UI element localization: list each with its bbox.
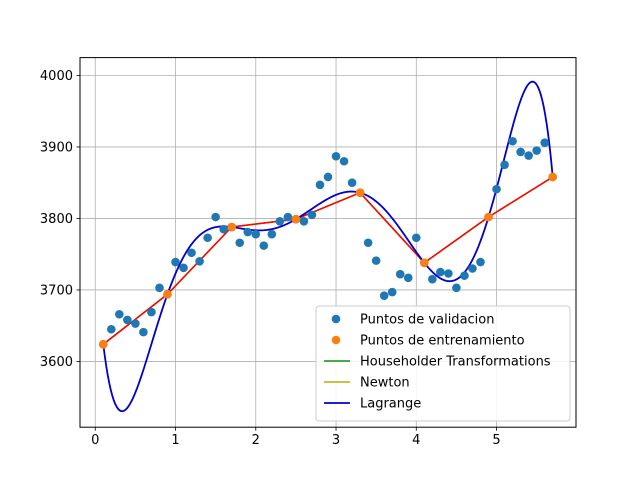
legend-marker [331, 314, 341, 324]
validation-point [203, 233, 212, 243]
legend: Puntos de validacion Puntos de entrenamie… [315, 305, 571, 422]
validation-point [147, 307, 156, 317]
validation-point [299, 217, 309, 226]
validation-point [267, 229, 277, 239]
validation-point [476, 257, 485, 267]
validation-point [436, 267, 445, 277]
legend-label: Puntos de validacion [360, 313, 494, 328]
legend-label: Lagrange [360, 397, 421, 412]
legend-label: Householder Transformations [360, 355, 551, 370]
y-tick-label: 3800 [40, 212, 73, 227]
lagrange-curve [102, 80, 554, 413]
training-point [163, 289, 172, 299]
validation-point [315, 180, 325, 190]
x-tick-label: 4 [412, 433, 420, 448]
y-tick-label: 3600 [40, 355, 73, 370]
y-tick-label: 3700 [40, 283, 73, 298]
validation-point [211, 212, 220, 222]
validation-point [107, 324, 116, 334]
training-point [227, 222, 236, 232]
plot-frame [79, 57, 577, 428]
validation-point [115, 309, 124, 319]
validation-point [307, 210, 317, 220]
x-axis: 0 1 2 3 4 5 [91, 427, 501, 448]
legend-label: Newton [360, 376, 410, 391]
validation-point [452, 283, 461, 293]
piecewise-line [102, 176, 554, 345]
validation-point [500, 160, 509, 170]
validation-point [283, 212, 293, 222]
validation-point [131, 319, 140, 328]
validation-point [428, 274, 437, 284]
validation-point [363, 238, 373, 248]
validation-point [259, 241, 269, 250]
legend-marker [331, 335, 341, 345]
validation-point [532, 146, 541, 155]
validation-point [403, 273, 413, 283]
y-tick-label: 4000 [40, 69, 73, 84]
validation-point [123, 315, 132, 325]
series-layer [98, 80, 558, 413]
validation-point [251, 229, 261, 239]
validation-point [331, 151, 341, 161]
validation-point [179, 263, 188, 273]
validation-point [516, 147, 525, 157]
validation-point [323, 172, 333, 182]
validation-point [275, 217, 285, 226]
validation-point [339, 156, 349, 166]
validation-point [379, 291, 389, 300]
validation-point [171, 257, 180, 267]
validation-point [492, 184, 501, 194]
validation-point [347, 178, 357, 188]
validation-point [195, 257, 204, 266]
validation-point [235, 238, 245, 248]
validation-point [508, 136, 517, 146]
validation-point [387, 287, 397, 297]
validation-point [219, 224, 228, 234]
x-tick-label: 3 [332, 433, 340, 448]
training-point [484, 212, 493, 222]
training-point [548, 172, 558, 182]
training-point [355, 188, 365, 198]
validation-point [155, 283, 164, 293]
legend-label: Puntos de entrenamiento [360, 334, 525, 349]
training-point [98, 339, 108, 349]
y-axis: 3600 3700 3800 3900 4000 [40, 69, 80, 370]
x-tick-label: 0 [91, 433, 99, 448]
validation-point [139, 327, 148, 337]
validation-point [444, 269, 453, 278]
x-tick-label: 1 [171, 433, 179, 448]
validation-point [540, 138, 549, 147]
validation-point [460, 271, 469, 280]
training-point [291, 214, 301, 224]
x-tick-label: 2 [252, 433, 260, 448]
validation-point [243, 227, 253, 237]
validation-point [187, 248, 196, 258]
validation-point [395, 269, 405, 279]
validation-point [524, 151, 533, 160]
validation-point [371, 256, 381, 265]
training-point [420, 258, 429, 268]
validation-point [411, 233, 421, 243]
validation-point [468, 264, 477, 273]
y-tick-label: 3900 [40, 140, 73, 155]
x-tick-label: 5 [492, 433, 500, 448]
legend-box [315, 305, 571, 422]
